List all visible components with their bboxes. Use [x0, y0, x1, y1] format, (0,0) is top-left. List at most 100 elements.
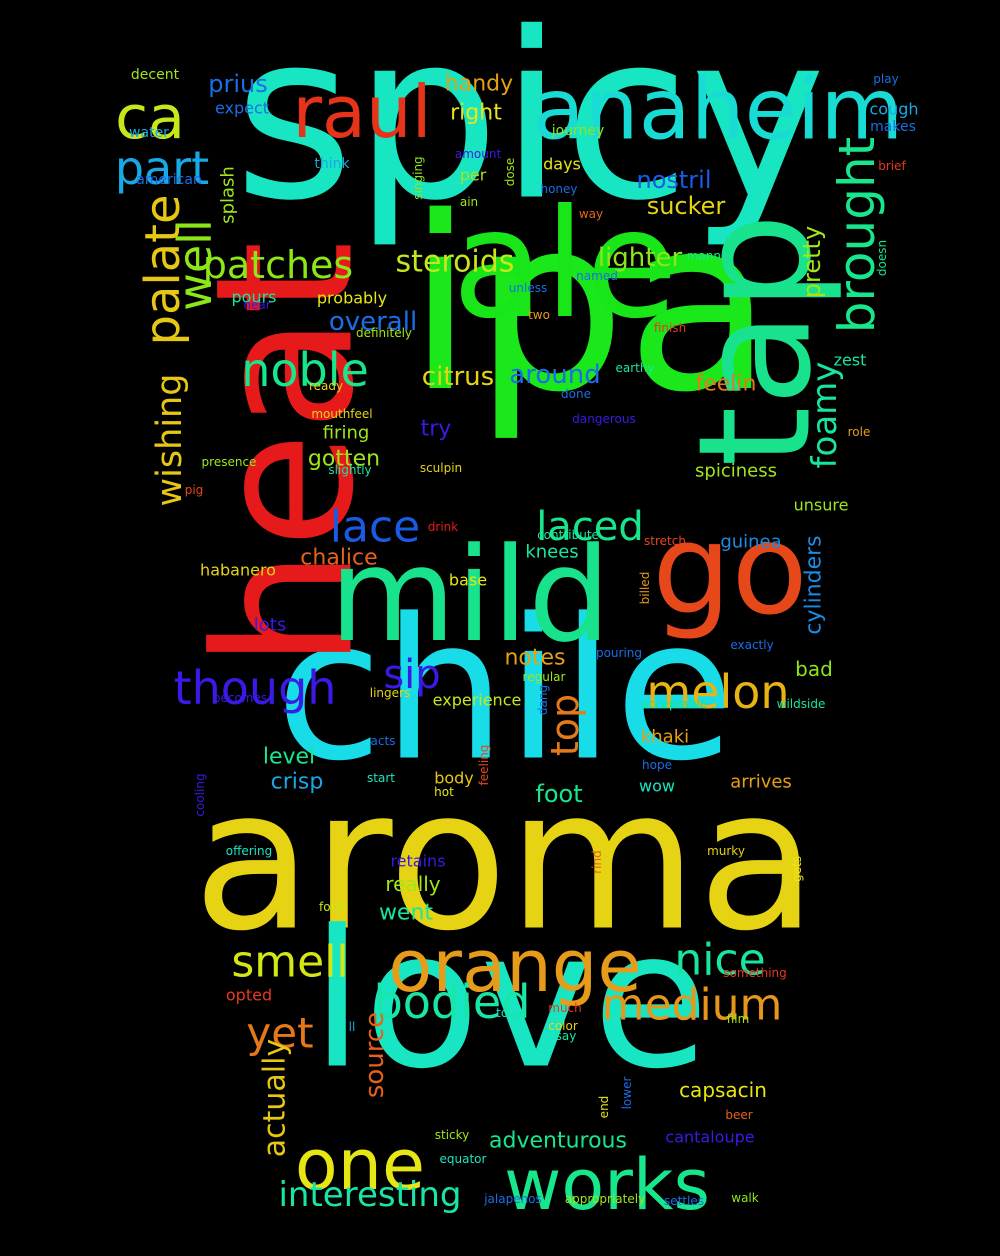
- word-equator: equator: [440, 1152, 487, 1166]
- word-two: two: [528, 308, 550, 322]
- word-singing: singing: [411, 156, 425, 199]
- word-knees: knees: [525, 542, 578, 563]
- word-per: per: [460, 166, 487, 185]
- word-nostril: nostril: [636, 166, 711, 194]
- word-dose: dose: [503, 158, 517, 187]
- word-play: play: [873, 72, 898, 86]
- word-lower: lower: [620, 1077, 634, 1110]
- word-acts: acts: [371, 734, 396, 748]
- word-citrus: citrus: [422, 362, 494, 392]
- word-experience: experience: [433, 691, 522, 710]
- word-one: one: [295, 1124, 425, 1206]
- word-form: form: [319, 900, 347, 914]
- word-beer: beer: [725, 1108, 752, 1122]
- word-settles: settles: [664, 1194, 704, 1208]
- word-cooling: cooling: [193, 773, 207, 816]
- word-nice: nice: [674, 935, 765, 986]
- word-sucker: sucker: [647, 192, 726, 220]
- word-notes: notes: [504, 646, 565, 671]
- word-try: try: [421, 417, 452, 442]
- word-doesn: doesn: [875, 240, 889, 276]
- word-wishing: wishing: [150, 374, 190, 507]
- word-murky: murky: [707, 844, 745, 858]
- word-think: think: [314, 156, 350, 172]
- word-foamy: foamy: [805, 362, 845, 469]
- word-lingers: lingers: [370, 686, 410, 700]
- word-cough: cough: [869, 100, 918, 119]
- word-near: near: [243, 298, 270, 312]
- word-firing: firing: [323, 423, 370, 444]
- word-journey: journey: [551, 123, 605, 139]
- word-gotten: gotten: [308, 447, 380, 472]
- word-works: works: [504, 1144, 710, 1226]
- word-unsure: unsure: [794, 496, 849, 515]
- word-appropriately: appropriately: [565, 1192, 645, 1206]
- word-overall: overall: [329, 307, 417, 337]
- word-prius: prius: [208, 70, 267, 98]
- word-orange: orange: [388, 924, 641, 1008]
- word-jalapenos: jalapenos: [483, 1192, 542, 1206]
- word-gets: gets: [790, 856, 804, 882]
- word-decent: decent: [131, 67, 180, 83]
- word-medium: medium: [602, 980, 783, 1031]
- word-lighter: lighter: [598, 243, 683, 273]
- word-pretty: pretty: [798, 226, 826, 298]
- word-cylinders: cylinders: [802, 535, 827, 634]
- word-say: say: [556, 1029, 577, 1043]
- word-ain: ain: [460, 195, 478, 209]
- word-khaki: khaki: [641, 727, 689, 748]
- word-named: named: [576, 269, 618, 283]
- word-opted: opted: [226, 986, 272, 1005]
- word-love: love: [311, 890, 709, 1111]
- word-ll: ll: [349, 1020, 356, 1034]
- word-american: american: [136, 172, 202, 188]
- word-adventurous: adventurous: [489, 1129, 627, 1154]
- word-right: right: [450, 101, 502, 126]
- word-laced: laced: [536, 504, 644, 550]
- word-smell: smell: [231, 937, 348, 988]
- word-raul: raul: [292, 70, 431, 154]
- word-ale: ale: [452, 178, 678, 352]
- word-sculpin: sculpin: [420, 461, 462, 475]
- word-manner: manner: [687, 249, 734, 263]
- word-way: way: [579, 207, 603, 221]
- word-dang: dang: [536, 685, 550, 715]
- word-pours: pours: [232, 288, 277, 307]
- word-dangerous: dangerous: [572, 412, 635, 426]
- word-well: well: [168, 219, 222, 310]
- word-finish: finish: [654, 321, 686, 335]
- word-foot: foot: [535, 780, 582, 808]
- word-ton: ton: [496, 1006, 516, 1020]
- word-exactly: exactly: [730, 638, 773, 652]
- word-brought: brought: [828, 137, 886, 334]
- word-retains: retains: [390, 852, 445, 871]
- word-really: really: [385, 872, 440, 896]
- word-bad: bad: [795, 657, 833, 681]
- word-went: went: [379, 901, 433, 926]
- word-mouthfeel: mouthfeel: [311, 407, 372, 421]
- word-presence: presence: [202, 455, 257, 469]
- word-zest: zest: [834, 351, 867, 370]
- word-go: go: [652, 498, 808, 643]
- word-honey: honey: [540, 182, 577, 196]
- word-yet: yet: [246, 1009, 313, 1058]
- word-cantaloupe: cantaloupe: [665, 1128, 754, 1147]
- word-splash: splash: [218, 166, 239, 224]
- word-wow: wow: [639, 777, 675, 796]
- word-base: base: [449, 571, 487, 590]
- word-handy: handy: [445, 72, 513, 97]
- word-steroids: steroids: [396, 245, 515, 280]
- word-though: though: [174, 661, 337, 715]
- word-interesting: interesting: [278, 1175, 461, 1215]
- word-ca: ca: [115, 83, 185, 153]
- word-days: days: [543, 155, 581, 174]
- word-water: water: [129, 125, 169, 141]
- word-regular: regular: [523, 670, 566, 684]
- word-mild: mild: [329, 519, 610, 671]
- word-spicy: spicy: [234, 0, 826, 252]
- word-top: top: [543, 694, 587, 756]
- word-unless: unless: [509, 281, 547, 295]
- word-something: something: [723, 966, 787, 980]
- word-feelin: feelin: [696, 372, 757, 397]
- word-bodied: bodied: [374, 975, 531, 1029]
